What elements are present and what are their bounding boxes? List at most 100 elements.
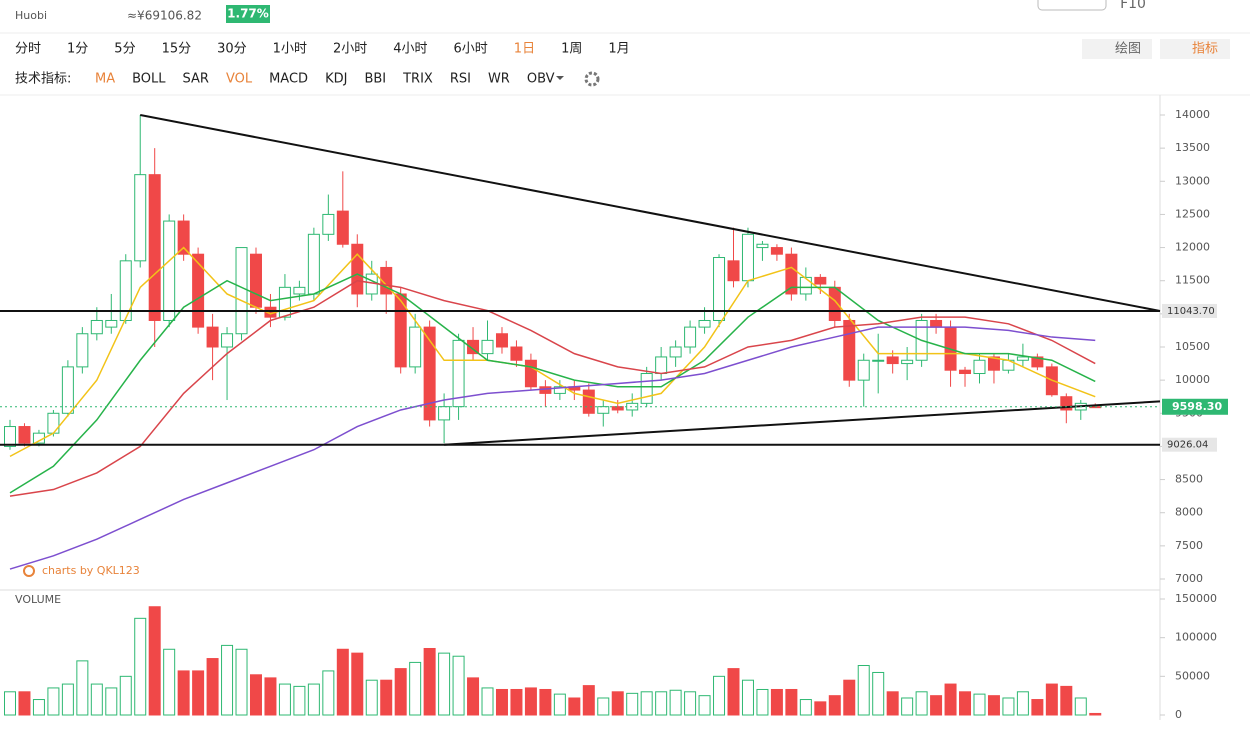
candle-body <box>322 213 335 235</box>
ma-line <box>9 326 1096 570</box>
settings[interactable] <box>584 71 600 87</box>
indicator-item[interactable]: BOLL <box>132 72 166 87</box>
volume-bar <box>915 691 928 716</box>
volume-bar <box>1002 697 1015 716</box>
indicator-item[interactable]: VOL <box>226 72 253 87</box>
period[interactable]: 1日 <box>514 42 535 57</box>
volume-bar <box>467 677 480 716</box>
period[interactable]: 分时 <box>15 42 41 57</box>
watermark: charts by QKL123 <box>42 564 140 577</box>
candle-body <box>90 319 103 335</box>
ma-line <box>9 279 1096 497</box>
y-tick-label: 12500 <box>1175 207 1210 220</box>
indicator-item[interactable]: MA <box>95 72 115 87</box>
volume-bar <box>249 674 262 716</box>
indicator-item[interactable]: RSI <box>450 72 471 87</box>
volume-bar <box>336 648 349 716</box>
volume-bar <box>221 644 234 716</box>
volume-bar <box>438 652 451 716</box>
volume-bar <box>423 647 436 716</box>
volume-bar <box>626 692 639 716</box>
volume-bar <box>597 697 610 716</box>
candle-body <box>61 366 74 414</box>
draw[interactable]: 绘图 <box>1115 42 1141 57</box>
candle-body <box>597 406 610 414</box>
volume-tick-label: 150000 <box>1175 592 1217 605</box>
candle-body <box>438 406 451 421</box>
volume-bar <box>148 606 161 716</box>
period[interactable]: 5分 <box>114 42 135 57</box>
trendline <box>140 114 1161 312</box>
candle-body <box>814 276 827 285</box>
indicator-item[interactable]: TRIX <box>402 72 433 87</box>
candle-body <box>539 386 552 394</box>
volume-bar <box>351 652 364 716</box>
volume-tick-label: 100000 <box>1175 631 1217 644</box>
candle-body <box>481 339 494 355</box>
candle-body <box>987 356 1000 371</box>
period[interactable]: 4小时 <box>393 42 427 57</box>
volume-bar <box>684 691 697 716</box>
candle-body <box>221 333 234 348</box>
period[interactable]: 30分 <box>217 42 247 57</box>
candle-body <box>336 210 349 245</box>
candle-body <box>467 339 480 355</box>
candle-body <box>409 326 422 368</box>
indicator-button[interactable] <box>1160 39 1230 59</box>
volume-bar <box>799 699 812 716</box>
indicator-item[interactable]: BBI <box>364 72 386 87</box>
indicator-item[interactable]: SAR <box>183 72 209 87</box>
y-tick-label: 11500 <box>1175 274 1210 287</box>
candle-body <box>47 412 60 434</box>
candle-body <box>235 247 248 335</box>
volume-tick-label: 50000 <box>1175 669 1210 682</box>
candle-body <box>901 359 914 365</box>
candle-body <box>611 406 624 411</box>
button[interactable] <box>1037 0 1107 11</box>
volume-bar <box>510 688 523 716</box>
volume-bar <box>119 675 132 716</box>
period[interactable]: 15分 <box>162 42 192 57</box>
candle-body <box>1016 356 1029 361</box>
period[interactable]: 1分 <box>67 42 88 57</box>
y-tick-label: 14000 <box>1175 108 1210 121</box>
indicator-item[interactable]: WR <box>488 72 510 87</box>
volume-bar <box>192 670 205 716</box>
dropdown[interactable] <box>556 76 564 80</box>
candle-body <box>524 359 537 388</box>
candle-body <box>380 266 393 295</box>
period[interactable]: 1周 <box>561 42 582 57</box>
volume-bar <box>365 679 378 716</box>
volume-bar <box>713 675 726 716</box>
candle-body <box>741 233 754 282</box>
indicator-item[interactable]: OBV <box>527 72 555 87</box>
period[interactable]: 2小时 <box>333 42 367 57</box>
candle-body <box>582 389 595 414</box>
volume-bar <box>987 695 1000 716</box>
indicator[interactable]: 指标 <box>1192 42 1218 57</box>
period[interactable]: 1月 <box>608 42 629 57</box>
candle-body <box>828 286 841 321</box>
candle-body <box>655 356 668 375</box>
volume-bar <box>611 691 624 716</box>
volume-bar <box>785 688 798 716</box>
exchange: Huobi <box>15 9 47 22</box>
volume-bar <box>235 648 248 716</box>
level-label: 9026.04 <box>1167 440 1208 451</box>
volume-bar <box>1089 712 1102 716</box>
indicator-item[interactable]: MACD <box>269 72 308 87</box>
f10[interactable]: F10 <box>1120 0 1146 12</box>
period[interactable]: 1小时 <box>273 42 307 57</box>
candle-body <box>18 426 31 444</box>
volume-label: VOLUME <box>15 593 61 606</box>
candle-body <box>249 253 262 308</box>
volume-bar <box>4 691 16 716</box>
candle-body <box>177 220 190 255</box>
volume-bar <box>1045 683 1058 716</box>
draw-button[interactable] <box>1082 39 1152 59</box>
indicator-item[interactable]: KDJ <box>325 72 347 87</box>
period[interactable]: 6小时 <box>454 42 488 57</box>
candle-body <box>163 220 176 321</box>
